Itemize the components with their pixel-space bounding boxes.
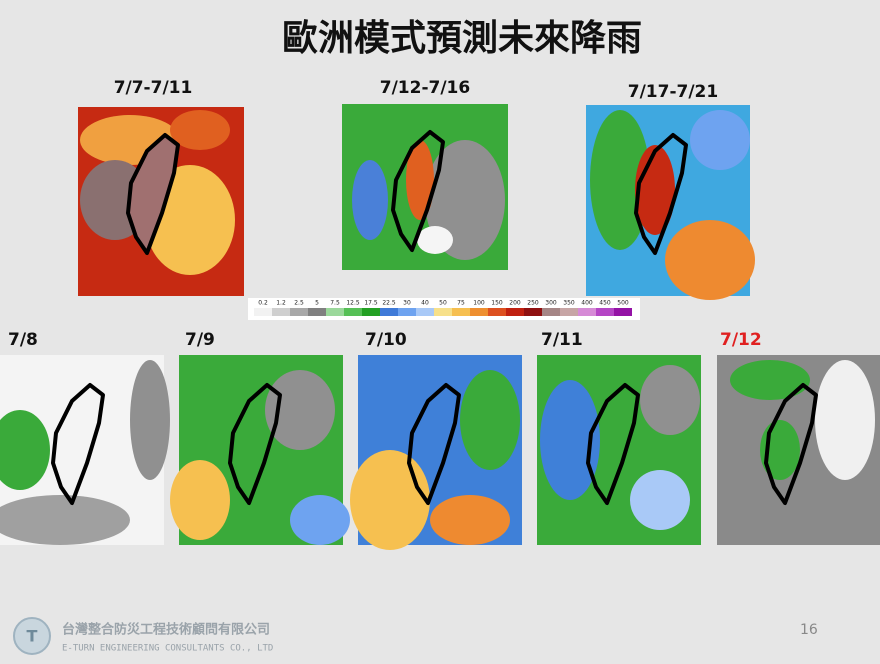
color-swatch — [578, 308, 596, 316]
color-swatch — [434, 308, 452, 316]
panel-label: 7/7-7/11 — [114, 78, 193, 98]
panel-label: 7/10 — [365, 330, 407, 350]
map — [717, 355, 880, 545]
panel-label: 7/12 — [720, 330, 762, 350]
colorbar-label: 40 — [421, 300, 429, 307]
colorbar-label: 150 — [491, 300, 503, 307]
color-swatch — [614, 308, 632, 316]
panel-label: 7/17-7/21 — [628, 82, 718, 102]
colorbar-label: 22.5 — [382, 300, 396, 307]
map — [537, 355, 701, 545]
color-swatch — [596, 308, 614, 316]
map — [170, 355, 350, 545]
colorbar-label: 400 — [581, 300, 593, 307]
color-swatch — [290, 308, 308, 316]
colorbar-label: 500 — [617, 300, 629, 307]
map — [0, 355, 170, 545]
colorbar-label: 1.2 — [276, 300, 286, 307]
color-swatch — [542, 308, 560, 316]
panel-label: 7/9 — [185, 330, 215, 350]
colorbar-label: 2.5 — [294, 300, 304, 307]
colorbar-label: 75 — [457, 300, 465, 307]
logo: T — [13, 617, 51, 655]
map — [342, 104, 508, 270]
slide-title: 歐洲模式預測未來降雨 — [282, 18, 642, 59]
panel-label: 7/12-7/16 — [380, 78, 470, 98]
color-swatch — [308, 308, 326, 316]
colorbar-label: 450 — [599, 300, 611, 307]
color-swatch — [452, 308, 470, 316]
color-swatch — [362, 308, 380, 316]
color-swatch — [560, 308, 578, 316]
colorbar-label: 50 — [439, 300, 447, 307]
map — [586, 105, 755, 300]
colorbar-label: 200 — [509, 300, 521, 307]
colorbar-label: 7.5 — [330, 300, 340, 307]
color-swatch — [254, 308, 272, 316]
page-number: 16 — [800, 622, 818, 638]
color-swatch — [524, 308, 542, 316]
colorbar-label: 30 — [403, 300, 411, 307]
company-name-en: E-TURN ENGINEERING CONSULTANTS CO., LTD — [62, 644, 273, 654]
map — [350, 355, 522, 550]
color-swatch — [272, 308, 290, 316]
colorbar-label: 0.2 — [258, 300, 268, 307]
svg-text:T: T — [27, 627, 38, 646]
color-swatch — [326, 308, 344, 316]
colorbar-label: 100 — [473, 300, 485, 307]
colorbar: 0.2 1.2 2.5 5 7.5 12.5 17.5 22.5 30 40 50 75 100 150 2… — [248, 298, 640, 320]
color-swatch — [380, 308, 398, 316]
color-swatch — [506, 308, 524, 316]
color-swatch — [488, 308, 506, 316]
colorbar-label: 300 — [545, 300, 557, 307]
colorbar-label: 250 — [527, 300, 539, 307]
color-swatch — [470, 308, 488, 316]
colorbar-label: 17.5 — [364, 300, 378, 307]
colorbar-label: 350 — [563, 300, 575, 307]
company-name: 台灣整合防災工程技術顧問有限公司 — [62, 622, 270, 638]
panel-label: 7/8 — [8, 330, 38, 350]
colorbar-label: 12.5 — [346, 300, 360, 307]
color-swatch — [416, 308, 434, 316]
color-swatch — [344, 308, 362, 316]
map — [78, 107, 244, 296]
panel-label: 7/11 — [541, 330, 583, 350]
colorbar-label: 5 — [315, 300, 319, 307]
color-swatch — [398, 308, 416, 316]
